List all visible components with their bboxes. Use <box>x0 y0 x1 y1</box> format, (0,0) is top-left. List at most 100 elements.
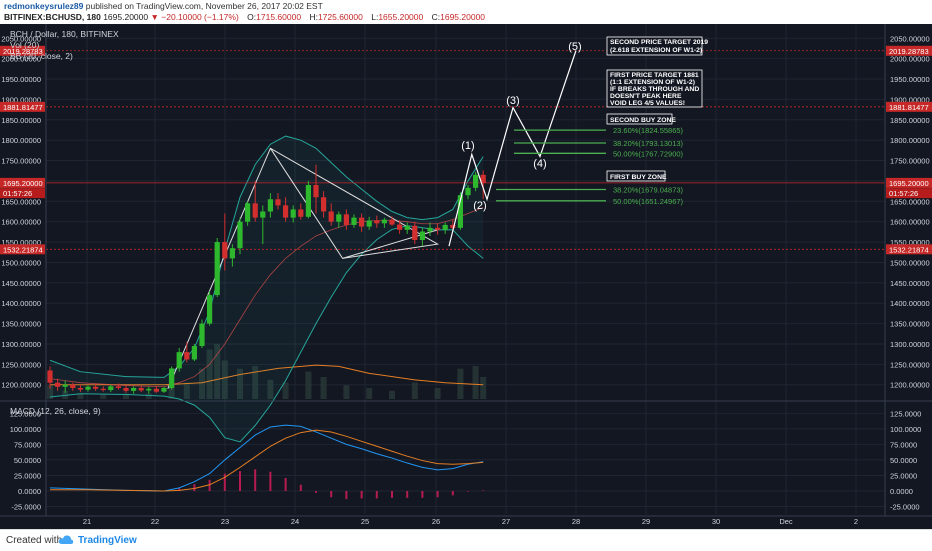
tradingview-cloud-icon <box>58 535 74 544</box>
volume-bar <box>145 393 152 399</box>
volume-bar <box>199 368 205 399</box>
price-tick-right: 1900.00000 <box>890 95 930 104</box>
candle-down <box>47 370 53 383</box>
price-tag-left-bg <box>0 177 45 188</box>
author-link[interactable]: redmonkeysrulez89 <box>4 1 84 11</box>
macd-tick-left: 25.0000 <box>14 471 41 480</box>
candle-up <box>267 199 273 212</box>
time-tick: Dec <box>779 517 793 526</box>
chart-svg[interactable]: 23.60%(1824.55865)38.20%(1793.13013)50.0… <box>0 24 932 529</box>
bb-middle-line <box>49 207 484 388</box>
volume-bar <box>237 368 243 399</box>
first-target-line-2: (1:1 EXTENSION OF W1-2) <box>610 79 695 86</box>
price-tick-right: 1300.00000 <box>890 340 930 349</box>
price-tick-left: 1550.00000 <box>1 238 41 247</box>
price-tick-left: 1300.00000 <box>1 340 41 349</box>
price-tick-left: 2050.00000 <box>1 34 41 43</box>
symbol-label: BITFINEX:BCHUSD, 180 <box>4 12 101 22</box>
candle-up <box>169 368 175 388</box>
price-tick-left: 2000.00000 <box>1 55 41 64</box>
price-tick-left: 1450.00000 <box>1 279 41 288</box>
macd-histogram-bar <box>330 491 333 498</box>
candle-up <box>131 387 137 391</box>
candle-up <box>207 295 213 324</box>
candle-down <box>328 211 334 222</box>
open-value: 1715.60000 <box>256 12 302 22</box>
candle-down <box>153 388 159 392</box>
candle-up <box>146 388 152 391</box>
price-tick-right: 1450.00000 <box>890 279 930 288</box>
candle-down <box>298 209 304 217</box>
candle-down <box>275 199 281 206</box>
time-tick: 26 <box>432 517 440 526</box>
signal-line <box>50 429 484 492</box>
wave-3-label: (3) <box>506 95 519 107</box>
candle-up <box>290 209 296 218</box>
macd-histogram-bar <box>482 490 485 492</box>
macd-histogram-bar <box>345 491 348 500</box>
price-tick-right: 1400.00000 <box>890 299 930 308</box>
candle-up <box>465 187 471 196</box>
candle-down <box>480 174 486 183</box>
fib-level-label: 38.20%(1793.13013) <box>613 139 684 148</box>
candle-up <box>305 185 311 217</box>
volume-bar <box>206 349 213 399</box>
macd-tick-left: 50.0000 <box>14 456 41 465</box>
price-tag-left-bg <box>0 188 45 199</box>
macd-histogram-bar <box>299 484 302 492</box>
candle-down <box>222 242 228 259</box>
candle-up <box>245 203 251 222</box>
macd-tick-left: 0.0000 <box>18 487 41 496</box>
first-buy-zone-title: FIRST BUY ZONE <box>606 170 667 182</box>
macd-line <box>49 424 484 492</box>
price-tag-right: 1881.81477 <box>889 103 929 112</box>
second-target-sub: (2.618 EXTENSION OF W1-2) <box>610 47 702 54</box>
macd-tick-right: 75.0000 <box>890 440 917 449</box>
candle-down <box>93 386 99 389</box>
chart-area[interactable]: 23.60%(1824.55865) 38.20%(1793.13013) 50.0… <box>0 24 932 529</box>
price-tag-left-bg <box>0 101 45 112</box>
volume-bar <box>252 366 259 399</box>
candle-down <box>70 384 76 388</box>
volume-bar <box>305 371 312 399</box>
price-tick-left: 1650.00000 <box>1 197 41 206</box>
volume-bar <box>183 382 190 399</box>
price-tick-right: 1250.00000 <box>890 360 930 369</box>
candlesticks[interactable] <box>47 164 486 394</box>
price-tick-left: 1850.00000 <box>1 116 41 125</box>
volume-bar <box>366 388 373 399</box>
svg-text:FIRST BUY ZONE: FIRST BUY ZONE <box>610 174 667 181</box>
price-tick-right: 1950.00000 <box>890 75 930 84</box>
price-tick-left: 1600.00000 <box>1 218 41 227</box>
publish-header: redmonkeysrulez89 published on TradingVi… <box>4 1 323 11</box>
macd-tick-left: 125.0000 <box>10 409 41 418</box>
price-tag-right-bg <box>886 188 932 199</box>
first-target-line-3: IF BREAKS THROUGH AND <box>610 86 699 93</box>
candle-up <box>199 323 205 347</box>
candle-up <box>351 217 357 225</box>
macd-tick-right: 0.0000 <box>890 487 913 496</box>
fib-level-label: 50.00%(1651.24967) <box>613 197 684 206</box>
volume-bar <box>100 394 107 399</box>
time-tick: 28 <box>572 517 580 526</box>
first-target-line-4: DOESN'T PEAK HERE <box>610 93 682 100</box>
candle-up <box>404 225 410 230</box>
price-tick-right: 1200.00000 <box>890 381 930 390</box>
price-tick-right: 1500.00000 <box>890 258 930 267</box>
wave-5-label: (5) <box>568 41 581 53</box>
high-value: 1725.60000 <box>317 12 363 22</box>
time-tick: 27 <box>502 517 510 526</box>
high-label: H: <box>309 12 318 22</box>
volume-bar <box>434 388 441 399</box>
price-tag-left: 1881.81477 <box>3 103 43 112</box>
candle-down <box>359 217 365 227</box>
candle-down <box>100 388 106 391</box>
volume-bar <box>267 379 274 399</box>
svg-text:SECOND BUY ZONE: SECOND BUY ZONE <box>610 117 676 124</box>
candle-up <box>62 384 68 387</box>
volume-bar <box>411 382 418 399</box>
tradingview-link[interactable]: TradingView <box>78 535 137 546</box>
price-tick-left: 1950.00000 <box>1 75 41 84</box>
candle-down <box>374 220 380 224</box>
price-tag-left: 2019.28783 <box>3 47 43 56</box>
